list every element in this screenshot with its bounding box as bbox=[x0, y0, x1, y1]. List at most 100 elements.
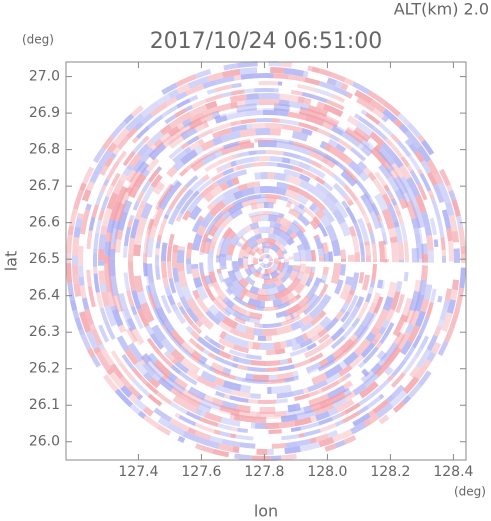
radar-cell bbox=[326, 391, 347, 406]
radar-cell bbox=[253, 322, 260, 328]
radar-cell bbox=[334, 279, 344, 295]
radar-cell bbox=[124, 348, 139, 366]
radar-cell bbox=[381, 193, 392, 206]
radar-cell bbox=[352, 182, 366, 197]
radar-cell bbox=[120, 385, 133, 398]
radar-cell bbox=[170, 386, 178, 395]
radar-cell bbox=[250, 359, 267, 367]
radar-cell bbox=[323, 181, 334, 192]
radar-cell bbox=[186, 242, 194, 250]
radar-cell bbox=[222, 380, 242, 392]
radar-cell bbox=[98, 149, 112, 166]
radar-cell bbox=[205, 93, 223, 103]
radar-cell bbox=[258, 258, 264, 262]
radar-cell bbox=[367, 420, 382, 433]
radar-cell bbox=[122, 257, 128, 273]
radar-cell bbox=[200, 410, 207, 418]
radar-cell bbox=[281, 187, 287, 196]
radar-cell bbox=[276, 283, 287, 294]
radar-cell bbox=[196, 375, 217, 389]
radar-cell bbox=[426, 351, 436, 363]
radar-cell bbox=[130, 328, 145, 346]
radar-cell bbox=[300, 421, 320, 431]
radar-cell bbox=[161, 111, 169, 118]
radar-cell bbox=[271, 275, 279, 283]
radar-cell bbox=[289, 104, 301, 114]
radar-cell bbox=[256, 150, 266, 155]
radar-cell bbox=[284, 174, 290, 182]
plot-frame bbox=[65, 61, 467, 461]
radar-cell bbox=[307, 71, 329, 84]
radar-cell bbox=[78, 276, 85, 286]
radar-cell bbox=[199, 251, 204, 256]
radar-cell bbox=[156, 234, 162, 242]
radar-cell bbox=[187, 427, 197, 435]
radar-cell bbox=[158, 352, 174, 368]
radar-cell bbox=[246, 354, 262, 360]
radar-cell bbox=[165, 208, 172, 216]
radar-cell bbox=[332, 182, 348, 198]
radar-cell bbox=[156, 391, 173, 405]
radar-cell bbox=[419, 172, 432, 192]
radar-cell bbox=[315, 410, 331, 422]
radar-cell bbox=[142, 414, 160, 430]
radar-cell bbox=[377, 121, 394, 137]
radar-cell bbox=[191, 249, 199, 258]
radar-cell bbox=[205, 387, 217, 395]
radar-cell bbox=[333, 255, 341, 261]
radar-cell bbox=[144, 156, 160, 173]
radar-cell bbox=[306, 285, 319, 299]
radar-cell bbox=[301, 91, 315, 99]
radar-cell bbox=[402, 376, 420, 395]
radar-cell bbox=[166, 166, 178, 178]
radar-cell bbox=[205, 100, 218, 110]
radar-cell bbox=[200, 151, 218, 166]
radar-cell bbox=[358, 115, 375, 130]
radar-cell bbox=[381, 385, 394, 397]
radar-cell bbox=[232, 166, 238, 172]
radar-cell bbox=[279, 230, 292, 242]
radar-cell bbox=[430, 347, 439, 355]
radar-cell bbox=[349, 203, 360, 217]
radar-cell bbox=[361, 274, 370, 291]
radar-cell bbox=[116, 292, 128, 310]
radar-cell bbox=[381, 208, 395, 230]
radar-cell bbox=[316, 447, 327, 456]
radar-cell bbox=[325, 282, 338, 298]
radar-cell bbox=[231, 426, 238, 432]
radar-cell bbox=[369, 280, 376, 288]
radar-cell bbox=[298, 284, 309, 297]
radar-cell bbox=[153, 138, 164, 149]
radar-cell bbox=[288, 74, 306, 82]
radar-cell bbox=[186, 135, 200, 146]
radar-cell bbox=[314, 208, 326, 220]
radar-cell bbox=[309, 218, 320, 230]
radar-cell bbox=[232, 310, 244, 321]
radar-cell bbox=[78, 233, 85, 247]
radar-cell bbox=[131, 290, 142, 311]
radar-cell bbox=[227, 202, 244, 215]
radar-cell bbox=[344, 339, 359, 354]
radar-cell bbox=[402, 297, 415, 317]
radar-cell bbox=[364, 356, 382, 374]
radar-cell bbox=[134, 234, 143, 246]
radar-cell bbox=[278, 258, 286, 262]
radar-cell bbox=[127, 219, 134, 228]
radar-cell bbox=[190, 350, 203, 362]
radar-cell bbox=[118, 324, 127, 334]
radar-cell bbox=[328, 251, 334, 262]
radar-cell bbox=[182, 321, 190, 329]
radar-cell bbox=[127, 185, 139, 199]
radar-cell bbox=[234, 376, 243, 382]
radar-cell bbox=[326, 385, 347, 401]
x-tick-label: 128.0 bbox=[307, 464, 347, 480]
radar-cell bbox=[104, 156, 114, 168]
radar-cell bbox=[305, 113, 325, 127]
radar-cell bbox=[342, 106, 356, 117]
radar-cell bbox=[421, 253, 429, 263]
radar-cell bbox=[116, 210, 129, 231]
radar-cell bbox=[157, 190, 174, 210]
radar-cell bbox=[425, 318, 437, 338]
radar-cell bbox=[106, 367, 115, 376]
radar-cell bbox=[202, 253, 209, 268]
